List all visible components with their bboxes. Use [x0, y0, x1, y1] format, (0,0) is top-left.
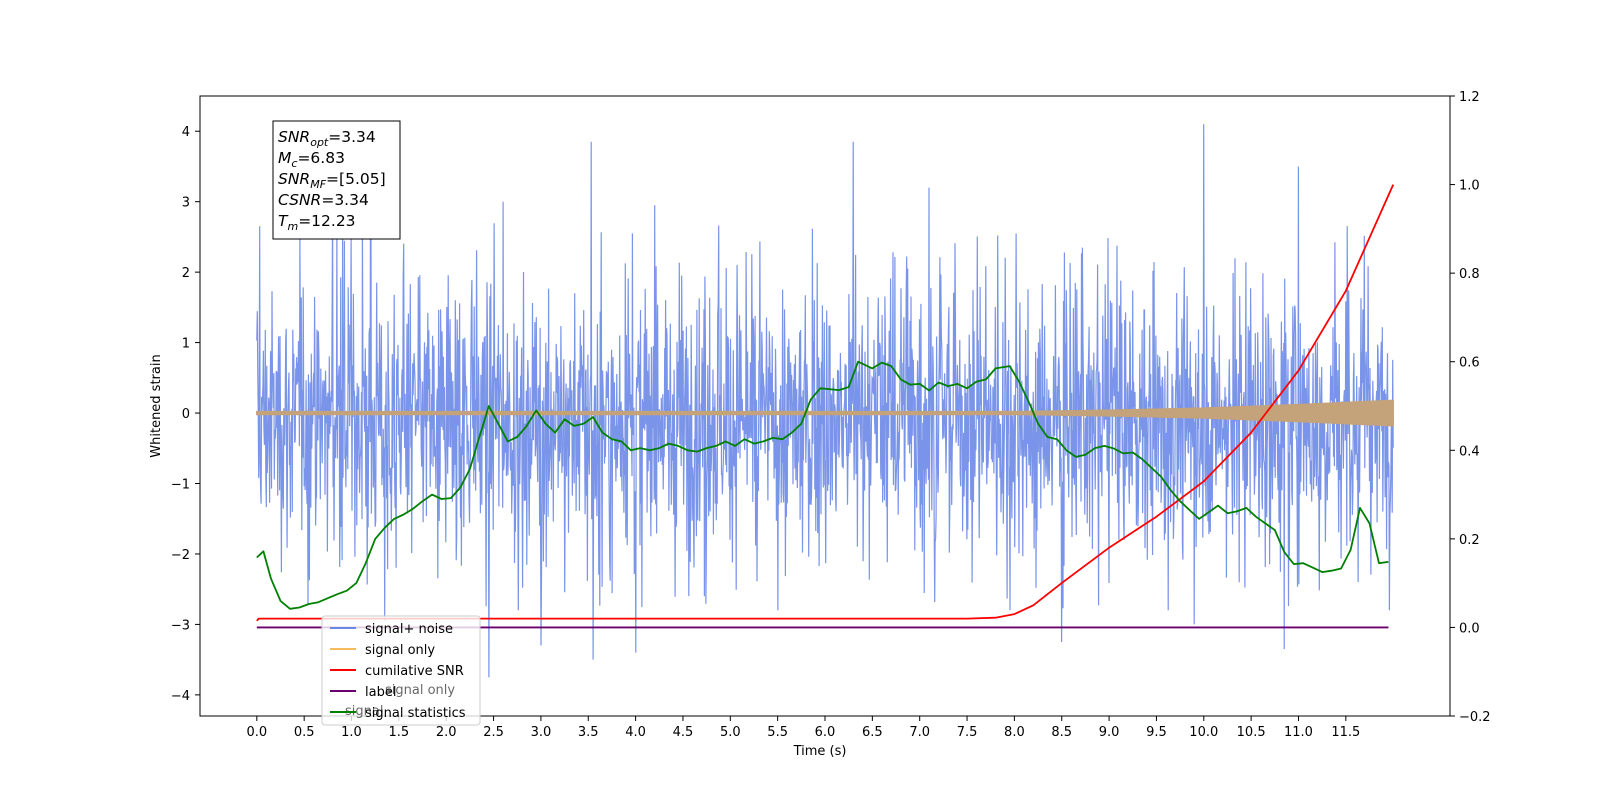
x-tick-label: 0.5: [294, 725, 315, 740]
info-box-line: Mc=6.83: [278, 149, 345, 170]
x-tick-label: 5.5: [767, 725, 788, 740]
x-tick-label: 9.0: [1099, 725, 1120, 740]
x-tick-label: 8.0: [1004, 725, 1025, 740]
legend-label-signal-only: signal only: [365, 643, 435, 658]
legend-label-signal-statistics: signal statistics: [365, 706, 466, 721]
y-right-tick-label: 0.4: [1459, 444, 1480, 459]
x-tick-label: 0.0: [246, 725, 267, 740]
x-tick-label: 2.5: [483, 725, 504, 740]
x-tick-label: 1.0: [341, 725, 362, 740]
x-tick-label: 5.0: [720, 725, 741, 740]
x-axis-label: Time (s): [793, 744, 847, 759]
legend-hidden-text: signal: [345, 704, 383, 719]
x-axis: 0.0 0.5 1.0 1.5 2.0 2.5 3.0 3.5 4.0 4.5 5.0 5.5 6.0 6…: [246, 716, 1360, 740]
x-tick-label: 11.5: [1331, 725, 1360, 740]
y-left-tick-label: −3: [171, 618, 190, 633]
x-tick-label: 2.0: [436, 725, 457, 740]
series-signal-statistics: [256, 360, 1389, 610]
legend-label-signal-noise: signal+ noise: [365, 622, 453, 637]
y-left-tick-label: 4: [182, 125, 190, 140]
series-signal-only-envelope: [256, 399, 1394, 427]
series-signal-noise: [256, 124, 1394, 678]
x-tick-label: 3.0: [531, 725, 552, 740]
legend-hidden-text: signal only: [385, 683, 455, 698]
x-tick-label: 8.5: [1051, 725, 1072, 740]
y-axis-left: −4 −3 −2 −1 0 1 2 3 4: [171, 125, 200, 704]
legend-label-label: label: [365, 685, 396, 700]
y-right-tick-label: −0.2: [1459, 710, 1491, 725]
y-axis-right: −0.2 0.0 0.2 0.4 0.6 0.8 1.0 1.2: [1450, 90, 1491, 725]
y-left-tick-label: 0: [182, 407, 190, 422]
y-axis-label: Whitened strain: [149, 354, 164, 457]
y-left-tick-label: −1: [171, 478, 190, 493]
x-tick-label: 3.5: [578, 725, 599, 740]
y-left-tick-label: 1: [182, 337, 190, 352]
x-tick-label: 11.0: [1284, 725, 1313, 740]
info-box-frame: [272, 120, 401, 240]
legend-frame: [321, 615, 481, 726]
y-left-tick-label: 2: [182, 266, 190, 281]
info-box-line: SNRopt=3.34: [278, 128, 376, 149]
y-right-tick-label: 0.8: [1459, 267, 1480, 282]
y-left-tick-label: −2: [171, 548, 190, 563]
info-box-line: CSNR=3.34: [278, 191, 369, 209]
y-right-tick-label: 0.0: [1459, 621, 1480, 636]
x-tick-label: 9.5: [1146, 725, 1167, 740]
y-right-tick-label: 0.2: [1459, 533, 1480, 548]
y-right-tick-label: 1.2: [1459, 90, 1480, 105]
x-tick-label: 4.0: [625, 725, 646, 740]
y-right-tick-label: 1.0: [1459, 179, 1480, 194]
x-tick-label: 10.5: [1237, 725, 1266, 740]
info-box-line: Tm=12.23: [278, 212, 356, 233]
x-tick-label: 1.5: [389, 725, 410, 740]
legend-label-cumulative-snr: cumilative SNR: [365, 664, 464, 679]
x-tick-label: 10.0: [1189, 725, 1218, 740]
y-left-tick-label: −4: [171, 689, 190, 704]
x-tick-label: 6.5: [862, 725, 883, 740]
series-cumulative-snr: [256, 184, 1395, 622]
x-tick-label: 7.5: [957, 725, 978, 740]
info-box-line: SNRMF=[5.05]: [278, 170, 386, 191]
x-tick-label: 6.0: [815, 725, 836, 740]
x-tick-label: 7.0: [909, 725, 930, 740]
y-left-tick-label: 3: [182, 196, 190, 211]
x-tick-label: 4.5: [673, 725, 694, 740]
y-right-tick-label: 0.6: [1459, 356, 1480, 371]
